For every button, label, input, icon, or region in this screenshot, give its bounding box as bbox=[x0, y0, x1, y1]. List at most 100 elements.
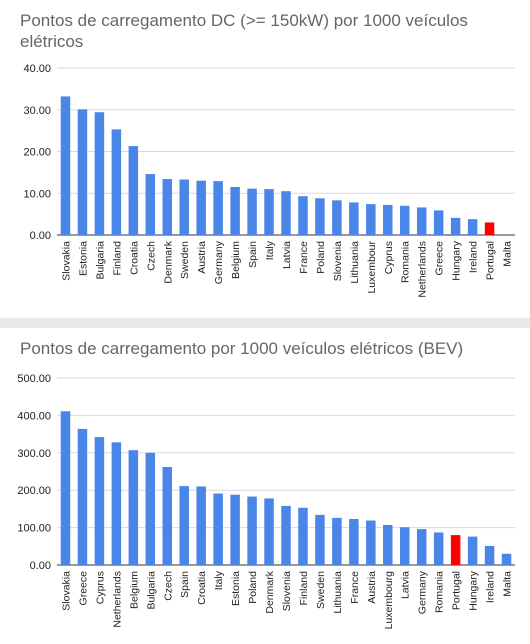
y-tick-label: 500.00 bbox=[17, 373, 51, 385]
x-tick-label: Slovenia bbox=[281, 571, 293, 611]
bar-slovenia bbox=[332, 200, 342, 235]
bar-italy bbox=[213, 493, 223, 565]
chart-total-charging: Pontos de carregamento por 1000 veículos… bbox=[0, 328, 530, 644]
y-tick-label: 0.00 bbox=[30, 560, 51, 572]
x-tick-label: Malta bbox=[502, 241, 514, 267]
bar-sweden bbox=[179, 179, 189, 235]
x-tick-label: Slovenia bbox=[332, 241, 344, 281]
x-tick-label: Bulgaria bbox=[145, 571, 157, 610]
chart-title-line-1: Pontos de carregamento DC (>= 150kW) por… bbox=[20, 11, 468, 30]
bar-poland bbox=[315, 198, 325, 235]
x-tick-label: France bbox=[349, 571, 361, 604]
chart-title-line-2: elétricos bbox=[20, 32, 84, 51]
x-tick-label: Bulgaria bbox=[94, 241, 106, 280]
x-tick-label: Estonia bbox=[230, 571, 242, 606]
x-tick-label: Portugal bbox=[485, 241, 497, 280]
x-tick-label: Greece bbox=[434, 241, 446, 276]
bar-germany bbox=[213, 181, 223, 235]
x-tick-label: Slovakia bbox=[60, 241, 72, 281]
x-tick-label: Latvia bbox=[281, 241, 293, 269]
x-tick-label: Greece bbox=[77, 571, 89, 606]
x-tick-label: Hungary bbox=[451, 240, 463, 280]
x-tick-label: Luxembour bbox=[366, 240, 378, 293]
bar-malta bbox=[501, 553, 512, 565]
x-tick-label: Czech bbox=[162, 571, 174, 601]
y-tick-label: 0.00 bbox=[30, 230, 51, 242]
bar-spain bbox=[247, 188, 257, 235]
x-tick-label: Lithuania bbox=[332, 571, 344, 614]
x-tick-label: Germany bbox=[213, 240, 225, 284]
chart-divider bbox=[0, 318, 530, 328]
bar-hungary bbox=[450, 217, 461, 235]
x-tick-label: Lithuania bbox=[349, 241, 361, 284]
bar-denmark bbox=[264, 498, 274, 565]
x-tick-label: Netherlands bbox=[417, 241, 429, 298]
bar-czech bbox=[145, 174, 156, 235]
bar-poland bbox=[247, 496, 257, 565]
x-tick-label: Romania bbox=[400, 241, 412, 283]
x-tick-label: Austria bbox=[366, 571, 378, 604]
x-tick-label: Poland bbox=[315, 241, 327, 274]
x-tick-label: Luxembourg bbox=[383, 571, 395, 630]
x-tick-label: Belgium bbox=[230, 241, 242, 279]
chart-title: Pontos de carregamento por 1000 veículos… bbox=[20, 338, 463, 359]
x-tick-label: Malta bbox=[502, 571, 514, 597]
bar-belgium bbox=[128, 450, 139, 565]
x-tick-label: Finland bbox=[111, 241, 123, 276]
bar-sweden bbox=[315, 514, 325, 565]
bar-portugal bbox=[450, 535, 461, 565]
bar-slovenia bbox=[281, 505, 291, 565]
x-tick-label: Croatia bbox=[196, 571, 208, 605]
bar-hungary bbox=[467, 536, 478, 565]
bar-luxembourg bbox=[383, 524, 393, 565]
x-tick-label: Germany bbox=[417, 570, 429, 614]
y-tick-label: 10.00 bbox=[23, 188, 51, 200]
x-tick-label: Belgium bbox=[128, 571, 140, 609]
bar-netherlands bbox=[416, 207, 427, 235]
bar-bulgaria bbox=[94, 112, 105, 235]
x-tick-label: Denmark bbox=[162, 240, 174, 283]
x-tick-label: Hungary bbox=[468, 570, 480, 610]
bar-latvia bbox=[399, 527, 410, 565]
bar-estonia bbox=[230, 494, 240, 565]
chart-dc-fast-charging: Pontos de carregamento DC (>= 150kW) por… bbox=[0, 0, 530, 318]
bar-latvia bbox=[281, 191, 291, 235]
bar-belgium bbox=[230, 186, 240, 235]
bar-germany bbox=[416, 529, 427, 565]
y-tick-label: 400.00 bbox=[17, 410, 51, 422]
y-tick-label: 100.00 bbox=[17, 523, 51, 535]
bar-denmark bbox=[162, 179, 173, 235]
bar-spain bbox=[179, 486, 189, 565]
x-tick-label: Poland bbox=[247, 571, 259, 604]
x-tick-label: Sweden bbox=[179, 241, 191, 279]
x-tick-label: Denmark bbox=[264, 570, 276, 613]
bar-croatia bbox=[196, 486, 206, 565]
x-tick-label: Slovakia bbox=[60, 571, 72, 611]
x-tick-label: Estonia bbox=[77, 241, 89, 276]
bar-romania bbox=[399, 205, 410, 235]
y-tick-label: 20.00 bbox=[23, 147, 51, 159]
bar-portugal bbox=[484, 222, 495, 235]
x-tick-label: Spain bbox=[247, 241, 259, 268]
bar-estonia bbox=[77, 109, 88, 235]
x-tick-label: Ireland bbox=[485, 571, 497, 603]
x-tick-label: Latvia bbox=[400, 571, 412, 599]
x-tick-label: Italy bbox=[264, 240, 276, 260]
bar-cyprus bbox=[94, 437, 105, 565]
bar-italy bbox=[264, 189, 274, 235]
x-tick-label: Ireland bbox=[468, 241, 480, 273]
bar-austria bbox=[366, 520, 376, 565]
bar-ireland bbox=[467, 219, 478, 235]
x-tick-label: Austria bbox=[196, 241, 208, 274]
x-tick-label: Italy bbox=[213, 570, 225, 590]
bar-cyprus bbox=[383, 204, 393, 235]
y-tick-label: 40.00 bbox=[23, 63, 51, 75]
bar-finland bbox=[298, 507, 308, 565]
bar-czech bbox=[162, 467, 173, 565]
bar-croatia bbox=[128, 146, 139, 235]
y-tick-label: 300.00 bbox=[17, 448, 51, 460]
y-tick-label: 200.00 bbox=[17, 485, 51, 497]
x-tick-label: Finland bbox=[298, 571, 310, 606]
bar-luxembour bbox=[366, 204, 376, 235]
bar-austria bbox=[196, 180, 206, 235]
